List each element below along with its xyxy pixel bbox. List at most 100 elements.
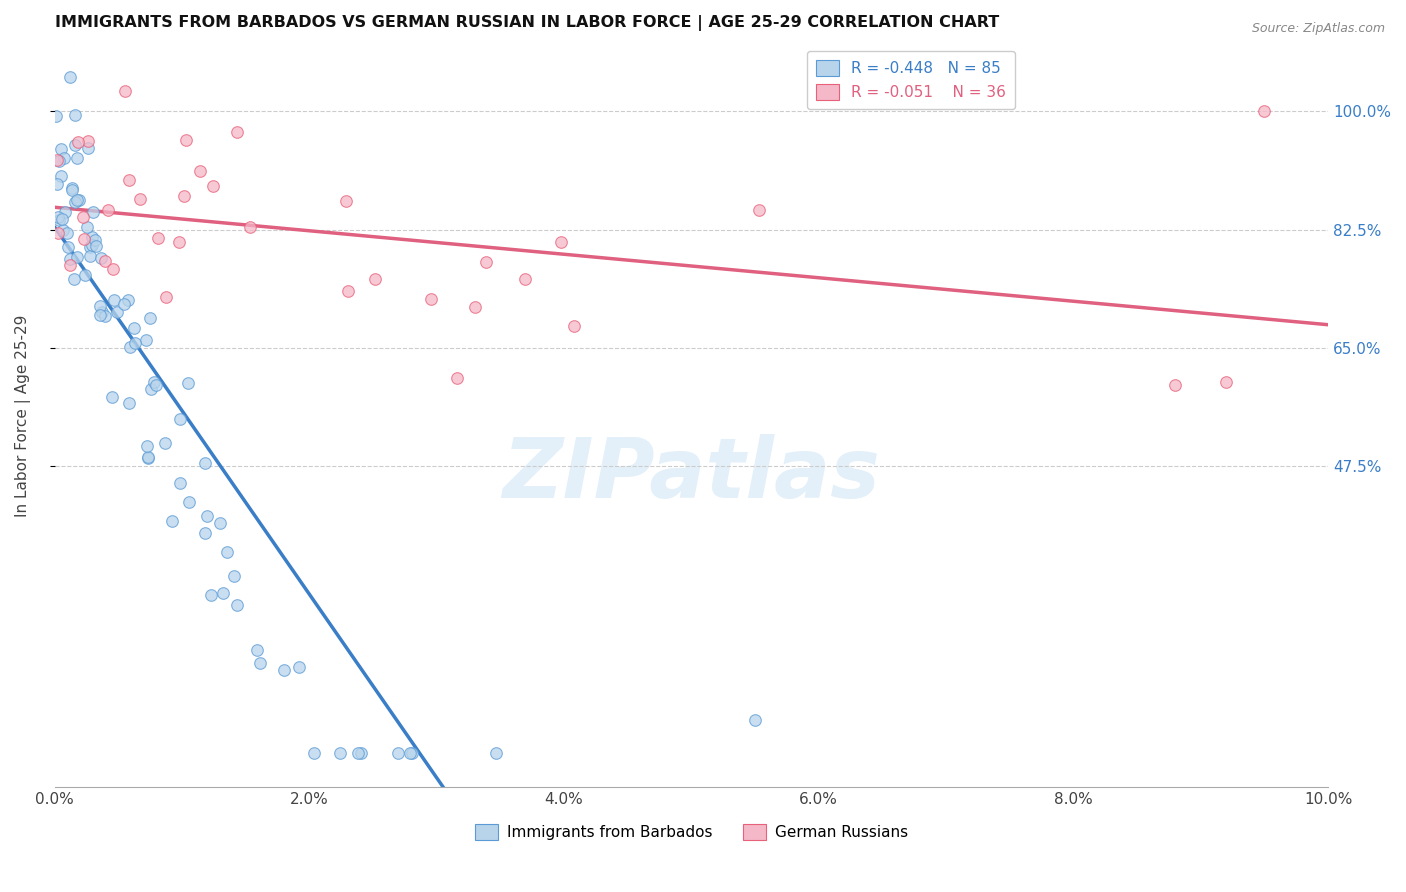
Point (53, 151, 76, 165)
Point (200, 588, 222, 602)
Point (82, 204, 104, 219)
Point (51, 142, 73, 156)
Point (1164, 378, 1187, 392)
Point (129, 193, 152, 207)
Point (89, 299, 111, 313)
Point (103, 293, 125, 307)
Point (160, 514, 183, 528)
Point (48, 212, 70, 227)
Point (399, 747, 422, 761)
Point (744, 713, 766, 727)
Point (177, 495, 200, 509)
Point (117, 293, 139, 307)
Point (304, 747, 326, 761)
Point (148, 231, 170, 245)
Text: IMMIGRANTS FROM BARBADOS VS GERMAN RUSSIAN IN LABOR FORCE | AGE 25-29 CORRELATIO: IMMIGRANTS FROM BARBADOS VS GERMAN RUSSI… (55, 15, 998, 31)
Point (202, 179, 225, 194)
Point (80, 238, 103, 252)
Point (336, 284, 359, 298)
Point (350, 747, 373, 761)
Point (120, 340, 142, 354)
Point (387, 747, 409, 761)
Point (139, 382, 162, 396)
Point (46, 210, 69, 224)
Point (212, 585, 235, 599)
Point (246, 642, 269, 657)
Point (101, 390, 124, 404)
Point (97, 202, 120, 217)
Point (51, 223, 73, 237)
Point (485, 747, 508, 761)
Point (72, 210, 94, 224)
Point (401, 747, 423, 761)
Point (83, 233, 105, 247)
Y-axis label: In Labor Force | Age 25-29: In Labor Force | Age 25-29 (15, 314, 31, 516)
Point (136, 439, 159, 453)
Point (748, 202, 770, 217)
Point (63, 108, 86, 122)
Point (59, 252, 82, 267)
Point (225, 125, 247, 139)
Point (45, 178, 67, 192)
Point (288, 660, 311, 674)
Point (167, 235, 190, 250)
Point (59, 70, 82, 85)
Point (75, 268, 97, 282)
Point (446, 371, 468, 385)
Point (48, 153, 70, 168)
Point (46, 153, 69, 167)
Point (56, 240, 79, 254)
Point (225, 598, 247, 612)
Point (105, 305, 128, 319)
Point (1215, 375, 1237, 389)
Point (51, 211, 73, 226)
Point (215, 545, 238, 559)
Point (94, 309, 117, 323)
Point (208, 516, 231, 530)
Point (124, 335, 146, 350)
Point (273, 663, 295, 677)
Point (90, 251, 112, 265)
Point (550, 235, 572, 249)
Point (176, 376, 198, 391)
Point (76, 220, 98, 235)
Point (59, 258, 82, 272)
Point (94, 254, 117, 268)
Point (145, 378, 167, 392)
Point (155, 290, 177, 304)
Point (139, 311, 162, 326)
Point (420, 292, 443, 306)
Point (66, 251, 89, 265)
Point (114, 84, 136, 98)
Point (239, 219, 262, 234)
Point (65, 195, 87, 210)
Point (118, 396, 141, 410)
Point (66, 135, 89, 149)
Point (66, 151, 89, 165)
Point (169, 475, 191, 490)
Point (60, 183, 83, 197)
Point (194, 526, 217, 541)
Text: Source: ZipAtlas.com: Source: ZipAtlas.com (1251, 22, 1385, 36)
Point (174, 132, 197, 146)
Point (173, 188, 195, 202)
Point (346, 747, 368, 761)
Point (335, 194, 357, 208)
Point (224, 569, 246, 583)
Point (101, 262, 124, 277)
Point (194, 456, 217, 470)
Point (79, 240, 101, 254)
Point (135, 333, 157, 347)
Point (464, 300, 486, 314)
Text: ZIPatlas: ZIPatlas (502, 434, 880, 516)
Point (143, 375, 166, 389)
Point (190, 164, 212, 178)
Point (79, 249, 101, 263)
Point (77, 140, 100, 154)
Point (169, 412, 191, 426)
Point (65, 138, 87, 153)
Point (48, 226, 70, 240)
Point (513, 271, 536, 285)
Point (136, 450, 159, 465)
Legend: Immigrants from Barbados, German Russians: Immigrants from Barbados, German Russian… (468, 818, 914, 847)
